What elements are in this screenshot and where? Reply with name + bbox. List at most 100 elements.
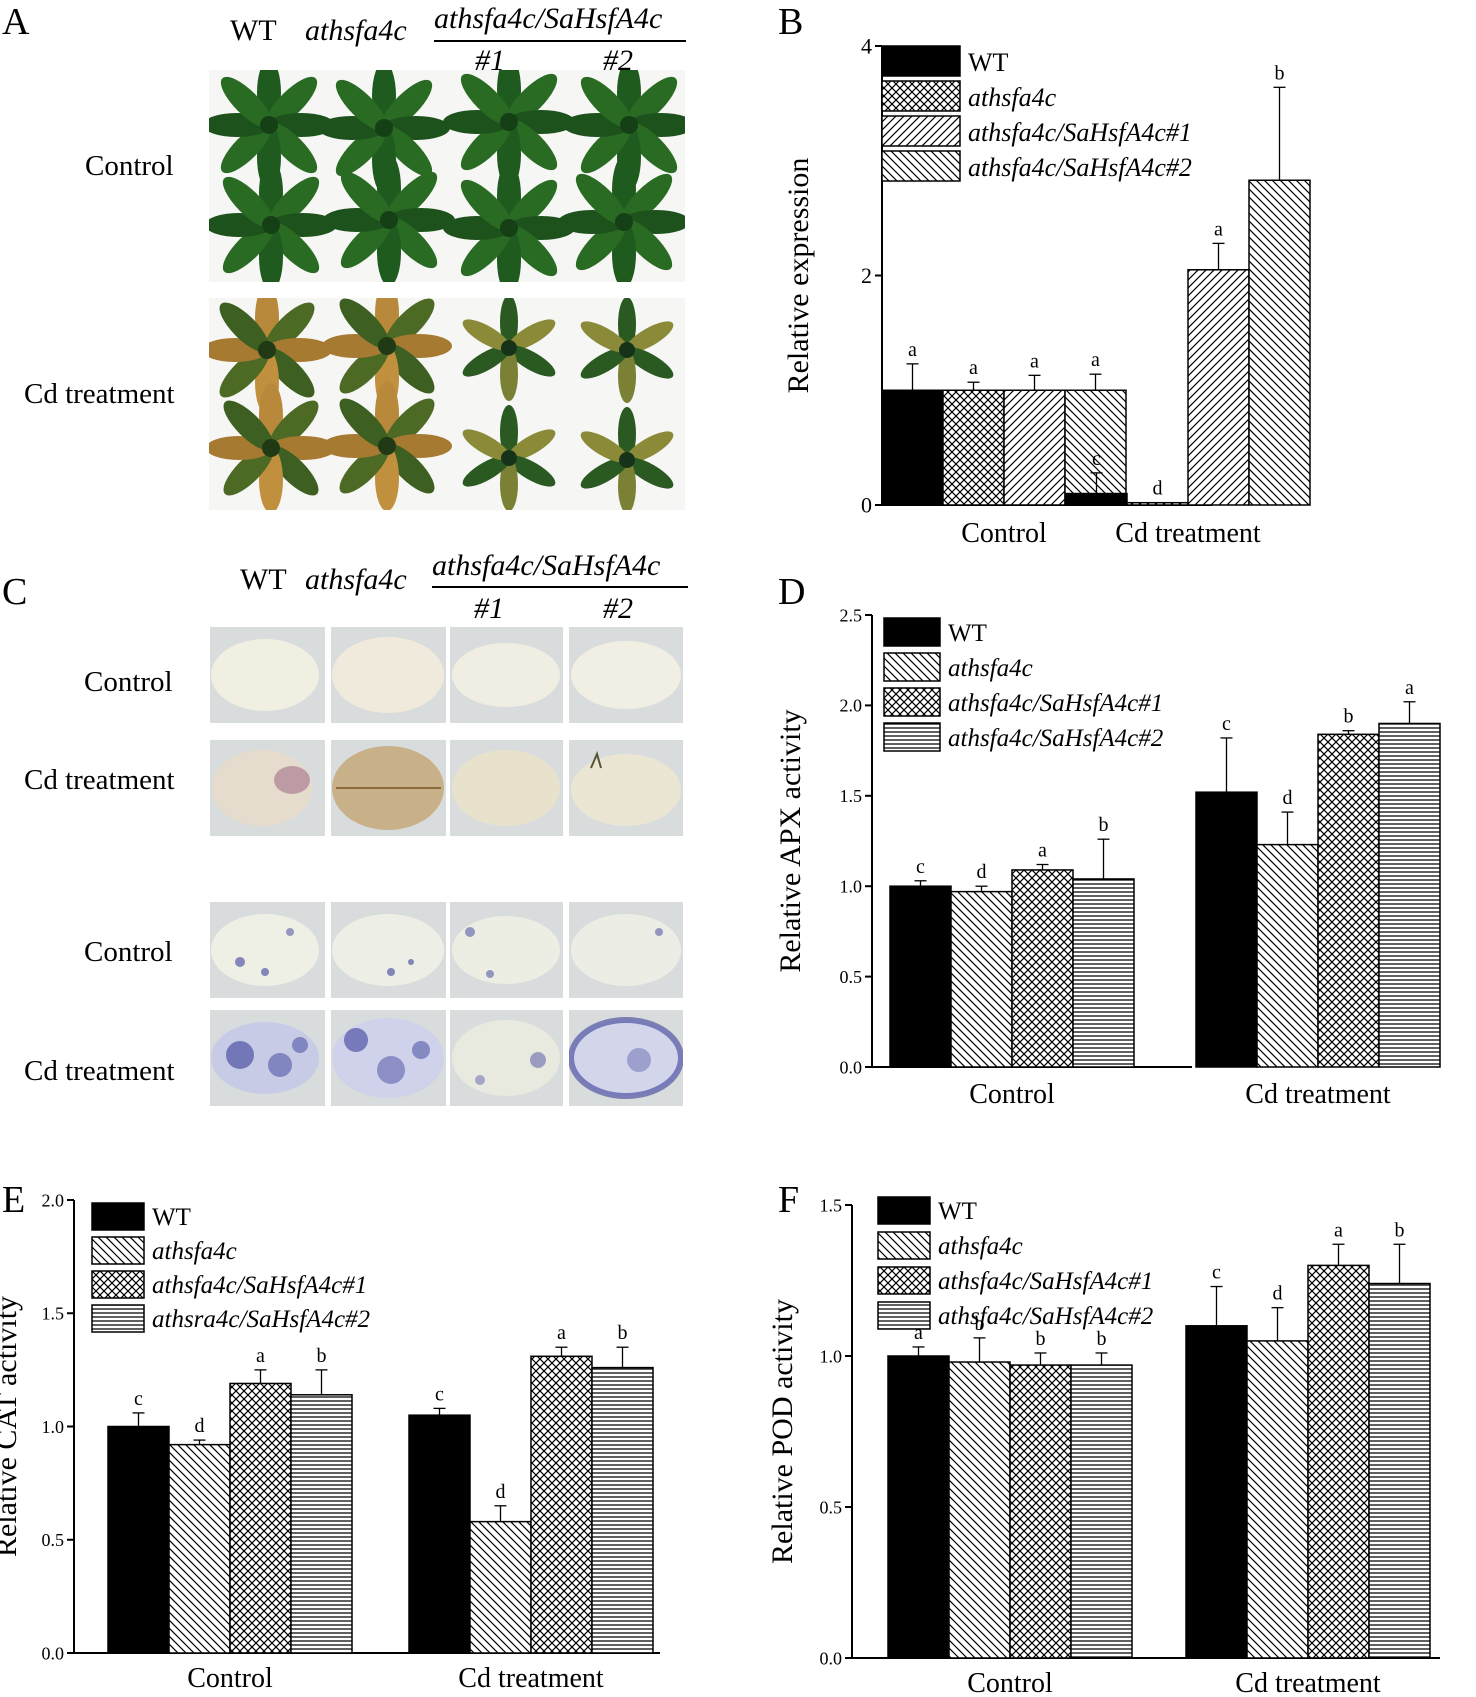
bar (881, 389, 944, 506)
y-tick-label: 1.5 (840, 786, 863, 806)
y-tick-label: 0.0 (42, 1643, 65, 1663)
header-complement-a: athsfa4c/SaHsfA4c (434, 2, 663, 35)
y-axis-label: Relative POD activity (766, 1299, 799, 1564)
legend-label: WT (938, 1198, 977, 1225)
y-tick-label: 0.5 (42, 1530, 65, 1550)
significance-letter: a (1334, 1219, 1343, 1241)
significance-letter: b (1099, 814, 1109, 836)
significance-letter: a (969, 357, 978, 379)
chart-e-cat-activity: 0.0 0.5 1.0 1.5 2.0 Relative CAT activity c d a b… (0, 1190, 660, 1694)
bar (1256, 843, 1319, 1068)
legend-swatch (877, 1196, 931, 1225)
bar (1195, 791, 1258, 1068)
row-label-control-c2: Control (84, 936, 173, 968)
plant-rosettes-control (209, 70, 685, 282)
panel-letter-a: A (2, 1, 30, 43)
panel-letter-c: C (2, 571, 28, 613)
significance-letter: c (1222, 713, 1231, 735)
leaf-nbt-cd-wt (210, 1010, 325, 1106)
leaf-dab-cd-wt (210, 740, 325, 836)
bar (1011, 869, 1074, 1068)
legend-swatch (883, 722, 941, 752)
header-line1-c: #1 (474, 592, 504, 625)
category-label: Cd treatment (1245, 1079, 1391, 1110)
y-tick-label: 1.5 (42, 1304, 65, 1324)
y-tick-label: 2.0 (840, 696, 863, 716)
legend-swatch (877, 1301, 931, 1330)
significance-letter: d (1273, 1283, 1283, 1305)
legend-label: athsfa4c (948, 655, 1033, 682)
significance-letter: a (1214, 218, 1223, 240)
significance-letter: d (195, 1415, 205, 1437)
legend-swatch (883, 652, 941, 682)
legend-label: athsfa4c (938, 1233, 1023, 1260)
chart-f-pod-activity: 0.0 0.5 1.0 1.5 Relative POD activity a b b b Con… (766, 1195, 1440, 1697)
y-tick-label: 0.0 (820, 1648, 843, 1668)
significance-letter: c (1092, 448, 1101, 470)
bar (948, 1361, 1011, 1659)
significance-letter: b (975, 1313, 985, 1335)
category-label: Control (961, 518, 1047, 549)
leaf-nbt-control-line2 (569, 902, 683, 998)
legend-swatch (881, 115, 961, 147)
panel-letter-d: D (778, 571, 806, 613)
bar (229, 1382, 292, 1654)
header-underline-a (434, 40, 686, 42)
bar (1072, 878, 1135, 1068)
y-axis-label: Relative APX activity (774, 709, 807, 972)
header-wt-c: WT (240, 563, 287, 596)
leaf-dab-cd-mutant (331, 740, 446, 836)
legend-label: WT (152, 1204, 191, 1231)
significance-letter: a (557, 1322, 566, 1344)
bar (469, 1520, 532, 1654)
leaf-dab-control-mutant (331, 627, 446, 723)
bar (1246, 1340, 1309, 1659)
leaf-nbt-cd-mutant (331, 1010, 446, 1106)
significance-letter: b (1344, 706, 1354, 728)
legend-label: athsra4c/SaHsfA4c#2 (152, 1306, 370, 1333)
leaf-nbt-control-mutant (331, 902, 446, 998)
row-label-control-a: Control (85, 150, 174, 182)
bar (889, 885, 952, 1068)
header-mutant-a: athsfa4c (305, 14, 407, 47)
bar (942, 389, 1005, 506)
bar (408, 1414, 471, 1654)
bar (1368, 1282, 1431, 1659)
significance-letter: a (256, 1345, 265, 1367)
row-label-control-c1: Control (84, 666, 173, 698)
significance-letter: c (435, 1383, 444, 1405)
leaf-dab-control-wt (210, 627, 325, 723)
category-label: Control (967, 1668, 1053, 1697)
y-tick-label: 2 (861, 263, 872, 288)
panel-letter-b: B (778, 1, 804, 43)
significance-letter: d (977, 861, 987, 883)
bar (290, 1394, 353, 1654)
panel-letter-f: F (778, 1179, 800, 1221)
plant-photo-control (209, 70, 685, 282)
leaf-nbt-control-line1 (450, 902, 563, 998)
category-label: Cd treatment (1115, 518, 1261, 549)
bar (1126, 501, 1189, 506)
y-tick-label: 1.0 (42, 1417, 65, 1437)
panel-letter-e: E (2, 1179, 26, 1221)
legend-swatch (881, 45, 961, 77)
leaf-dab-cd-line1 (450, 740, 563, 836)
row-label-cd-c1: Cd treatment (24, 764, 175, 796)
legend-label: athsfa4c/SaHsfA4c#1 (948, 690, 1163, 717)
chart-b-relative-expression: 0 2 4 Relative expression a a a a Control c d a b Cd … (782, 34, 1311, 549)
significance-letter: d (496, 1481, 506, 1503)
y-axis-label: Relative expression (782, 158, 815, 394)
legend-label: athsfa4c/SaHsfA4c#1 (938, 1268, 1153, 1295)
significance-letter: c (916, 856, 925, 878)
legend-label: athsfa4c/SaHsfA4c#2 (948, 725, 1163, 752)
legend-label: athsfa4c/SaHsfA4c#1 (152, 1272, 367, 1299)
header-line2-c: #2 (603, 592, 633, 625)
significance-letter: d (1283, 787, 1293, 809)
legend-label: athsfa4c/SaHsfA4c#1 (968, 118, 1192, 147)
category-label: Cd treatment (1235, 1668, 1381, 1697)
legend-label: athsfa4c (968, 83, 1057, 112)
bar (107, 1425, 170, 1654)
plant-photo-cd (209, 298, 685, 510)
legend-swatch (877, 1266, 931, 1295)
legend-label: WT (948, 620, 987, 647)
